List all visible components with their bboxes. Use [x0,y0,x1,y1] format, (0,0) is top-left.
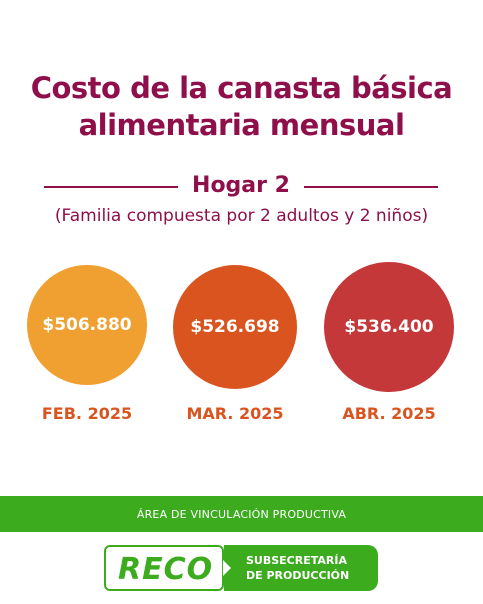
title-line-2: alimentaria mensual [78,108,405,142]
divider-right [304,186,438,188]
household-heading: Hogar 2 [0,172,483,200]
footer-band: ÁREA DE VINCULACIÓN PRODUCTIVA [0,496,483,532]
org-name-line-1: SUBSECRETARÍA [246,554,347,567]
cost-circle-abr: $536.400 [324,262,454,392]
cost-value-mar: $526.698 [190,317,280,337]
cost-circle-mar: $526.698 [173,265,297,389]
org-name-line-2: DE PRODUCCIÓN [246,569,350,582]
divider-left [44,186,178,188]
org-logo: RECO SUBSECRETARÍA DE PRODUCCIÓN [104,545,378,591]
footer-band-text: ÁREA DE VINCULACIÓN PRODUCTIVA [136,507,347,521]
cost-circle-feb: $506.880 [27,265,147,385]
reco-logo-text: RECO [118,552,214,587]
org-name-pill: SUBSECRETARÍA DE PRODUCCIÓN [223,545,378,591]
household-label: Hogar 2 [192,173,290,198]
title-line-1: Costo de la canasta básica [30,71,453,105]
cost-value-feb: $506.880 [42,315,132,335]
reco-logo-box: RECO [104,545,224,591]
month-label-mar: MAR. 2025 [186,404,284,423]
household-description: (Familia compuesta por 2 adultos y 2 niñ… [54,206,429,226]
page-title: Costo de la canasta básica alimentaria m… [0,70,483,144]
cost-value-abr: $536.400 [344,317,434,337]
month-label-abr: ABR. 2025 [342,404,436,423]
month-label-feb: FEB. 2025 [41,404,133,423]
